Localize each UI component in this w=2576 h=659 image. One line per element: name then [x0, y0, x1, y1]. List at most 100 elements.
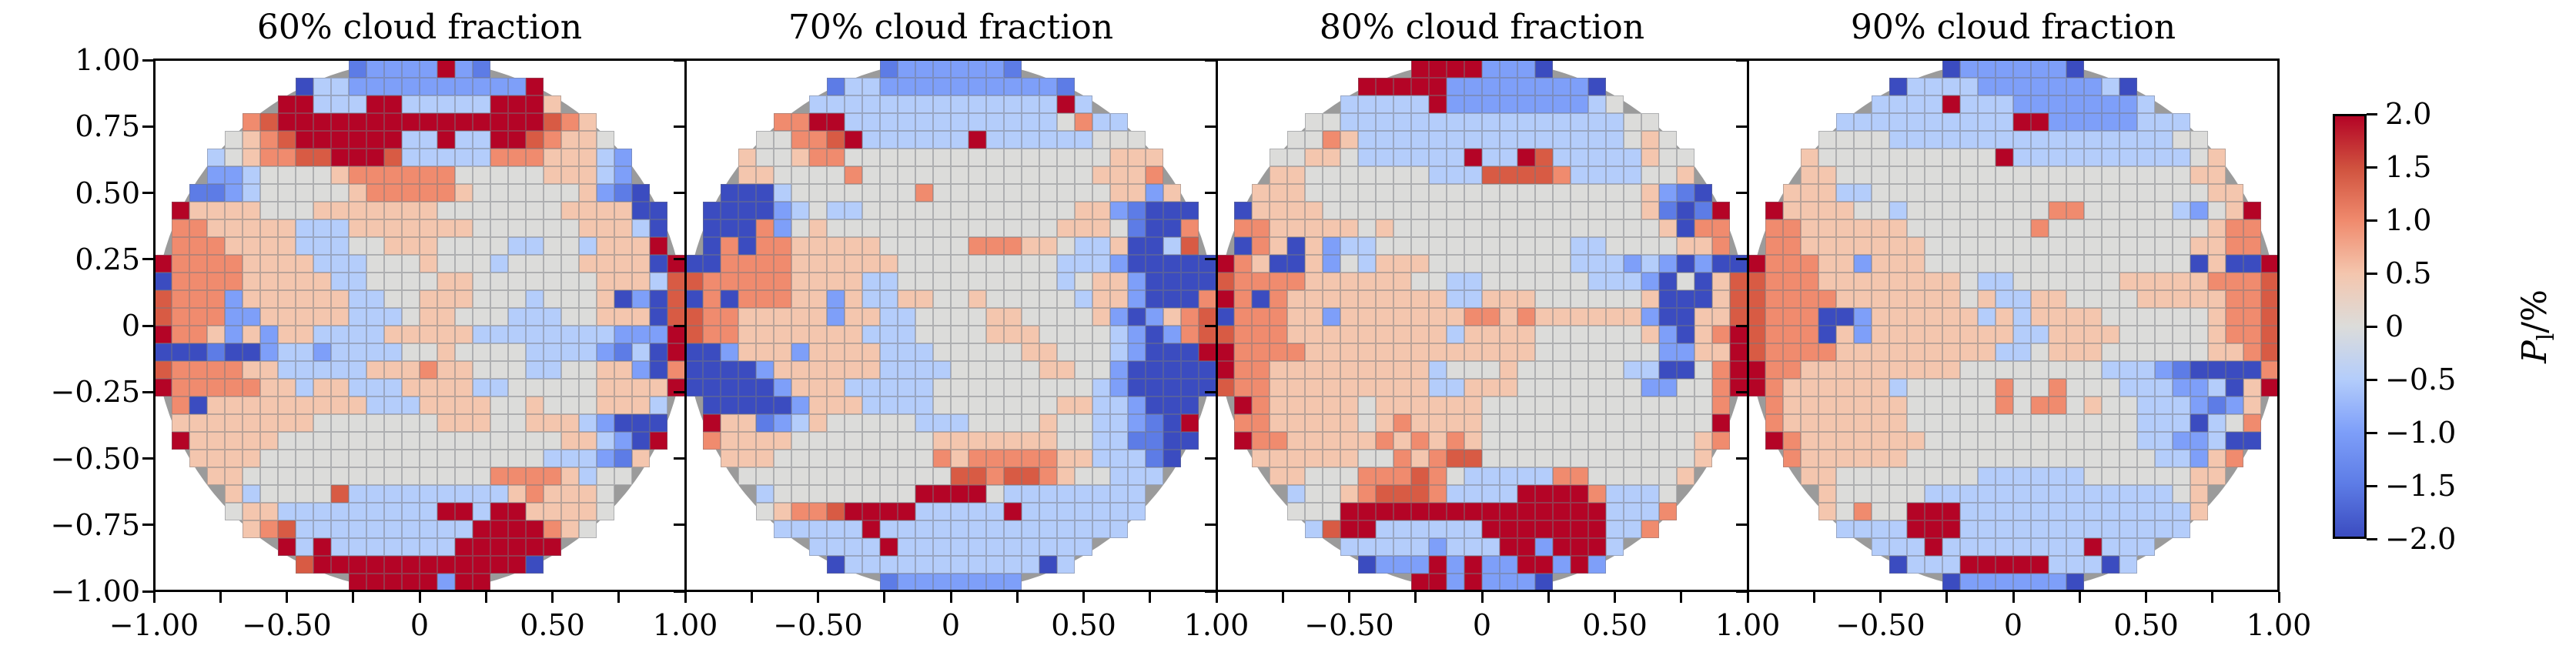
heatmap-cell	[1287, 255, 1305, 273]
heatmap-cell	[1340, 485, 1358, 503]
heatmap-cell	[1854, 326, 1872, 343]
heatmap-cell	[384, 343, 402, 361]
heatmap-cell	[1571, 379, 1588, 396]
heatmap-cell	[1039, 113, 1057, 131]
heatmap-cell	[278, 113, 296, 131]
heatmap-cell	[207, 379, 225, 396]
heatmap-cell	[207, 467, 225, 485]
heatmap-cell	[721, 219, 738, 237]
heatmap-cell	[880, 202, 898, 219]
heatmap-cell	[1181, 202, 1199, 219]
heatmap-cell	[1110, 290, 1128, 308]
heatmap-cell	[1022, 237, 1039, 255]
heatmap-cell	[437, 78, 455, 95]
heatmap-cell	[1287, 414, 1305, 432]
heatmap-cell	[703, 237, 721, 255]
heatmap-cell	[1624, 113, 1641, 131]
heatmap-cell	[2261, 308, 2279, 326]
heatmap-cell	[1889, 520, 1907, 538]
heatmap-cell	[632, 379, 650, 396]
heatmap-cell	[313, 255, 331, 273]
heatmap-cell	[1588, 361, 1606, 379]
heatmap-cell	[349, 237, 366, 255]
heatmap-cell	[1464, 255, 1482, 273]
heatmap-cell	[2031, 166, 2049, 184]
heatmap-cell	[1447, 574, 1464, 591]
heatmap-cell	[650, 290, 667, 308]
heatmap-cell	[2084, 432, 2102, 450]
heatmap-cell	[1252, 290, 1270, 308]
heatmap-cell	[1553, 237, 1571, 255]
heatmap-cell	[1110, 166, 1128, 184]
heatmap-cell	[2155, 202, 2173, 219]
heatmap-cell	[544, 520, 561, 538]
y-tick	[674, 59, 684, 62]
heatmap-cell	[490, 255, 508, 273]
heatmap-cell	[827, 538, 845, 556]
heatmap-cell	[1854, 450, 1872, 467]
heatmap-cell	[1571, 467, 1588, 485]
heatmap-cell	[1588, 556, 1606, 574]
heatmap-cell	[526, 396, 544, 414]
heatmap-cell	[2226, 237, 2243, 255]
heatmap-cell	[1057, 166, 1075, 184]
heatmap-cell	[1588, 202, 1606, 219]
heatmap-cell	[1571, 343, 1588, 361]
heatmap-cell	[1996, 290, 2013, 308]
heatmap-cell	[313, 184, 331, 202]
heatmap-cell	[880, 219, 898, 237]
heatmap-cell	[1075, 95, 1092, 113]
heatmap-cell	[1517, 556, 1535, 574]
heatmap-cell	[1818, 184, 1836, 202]
heatmap-cell	[756, 485, 774, 503]
heatmap-cell	[1872, 308, 1889, 326]
heatmap-cell	[1748, 343, 1765, 361]
x-tick-label: 1.00	[652, 608, 718, 642]
heatmap-cell	[1730, 343, 1748, 361]
heatmap-cell	[2066, 326, 2084, 343]
heatmap-cell	[544, 343, 561, 361]
heatmap-cell	[738, 237, 756, 255]
heatmap-cell	[650, 343, 667, 361]
heatmap-cell	[2066, 414, 2084, 432]
heatmap-cell	[561, 396, 579, 414]
heatmap-cell	[1464, 95, 1482, 113]
heatmap-cell	[437, 361, 455, 379]
heatmap-cell	[1942, 467, 1960, 485]
heatmap-cell	[986, 219, 1004, 237]
heatmap-cell	[1765, 308, 1783, 326]
heatmap-cell	[1039, 308, 1057, 326]
heatmap-cell	[331, 290, 349, 308]
heatmap-cell	[933, 538, 951, 556]
heatmap-cell	[685, 273, 703, 290]
heatmap-cell	[933, 166, 951, 184]
heatmap-cell	[1092, 520, 1110, 538]
heatmap-panel-80: 80% cloud fraction	[1216, 8, 1748, 591]
heatmap-cell	[1641, 396, 1659, 414]
heatmap-cell	[1163, 361, 1181, 379]
heatmap-cell	[721, 184, 738, 202]
heatmap-cell	[1181, 396, 1199, 414]
heatmap-cell	[703, 255, 721, 273]
heatmap-cell	[1287, 343, 1305, 361]
heatmap-cell	[1004, 326, 1022, 343]
heatmap-cell	[862, 343, 880, 361]
heatmap-cell	[1429, 326, 1447, 343]
heatmap-cell	[2208, 184, 2226, 202]
heatmap-cell	[1960, 149, 1978, 166]
heatmap-cell	[614, 290, 632, 308]
heatmap-cell	[2049, 308, 2066, 326]
heatmap-cell	[296, 467, 313, 485]
y-tick	[1205, 390, 1216, 393]
heatmap-cell	[933, 574, 951, 591]
heatmap-cell	[880, 273, 898, 290]
heatmap-cell	[207, 166, 225, 184]
heatmap-cell	[296, 166, 313, 184]
heatmap-cell	[1358, 326, 1376, 343]
heatmap-cell	[1092, 131, 1110, 149]
heatmap-cell	[243, 219, 260, 237]
y-tick-label: 1.00	[75, 43, 140, 77]
heatmap-cell	[2066, 574, 2084, 591]
heatmap-cell	[331, 326, 349, 343]
